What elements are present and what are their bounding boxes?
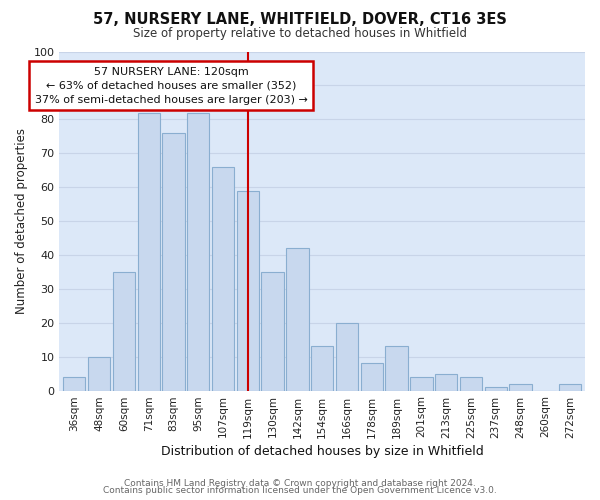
- Bar: [163, 133, 185, 390]
- Text: Contains public sector information licensed under the Open Government Licence v3: Contains public sector information licen…: [103, 486, 497, 495]
- Bar: [236, 190, 259, 390]
- Bar: [361, 364, 383, 390]
- Bar: [485, 387, 507, 390]
- Bar: [212, 167, 234, 390]
- Text: 57 NURSERY LANE: 120sqm
← 63% of detached houses are smaller (352)
37% of semi-d: 57 NURSERY LANE: 120sqm ← 63% of detache…: [35, 67, 307, 105]
- Bar: [63, 377, 85, 390]
- Bar: [113, 272, 135, 390]
- Bar: [559, 384, 581, 390]
- Bar: [509, 384, 532, 390]
- Bar: [286, 248, 308, 390]
- Bar: [88, 356, 110, 390]
- Bar: [262, 272, 284, 390]
- X-axis label: Distribution of detached houses by size in Whitfield: Distribution of detached houses by size …: [161, 444, 484, 458]
- Bar: [336, 323, 358, 390]
- Text: 57, NURSERY LANE, WHITFIELD, DOVER, CT16 3ES: 57, NURSERY LANE, WHITFIELD, DOVER, CT16…: [93, 12, 507, 28]
- Text: Contains HM Land Registry data © Crown copyright and database right 2024.: Contains HM Land Registry data © Crown c…: [124, 478, 476, 488]
- Bar: [137, 112, 160, 390]
- Bar: [311, 346, 334, 391]
- Bar: [410, 377, 433, 390]
- Bar: [385, 346, 408, 391]
- Bar: [435, 374, 457, 390]
- Bar: [460, 377, 482, 390]
- Text: Size of property relative to detached houses in Whitfield: Size of property relative to detached ho…: [133, 28, 467, 40]
- Y-axis label: Number of detached properties: Number of detached properties: [15, 128, 28, 314]
- Bar: [187, 112, 209, 390]
